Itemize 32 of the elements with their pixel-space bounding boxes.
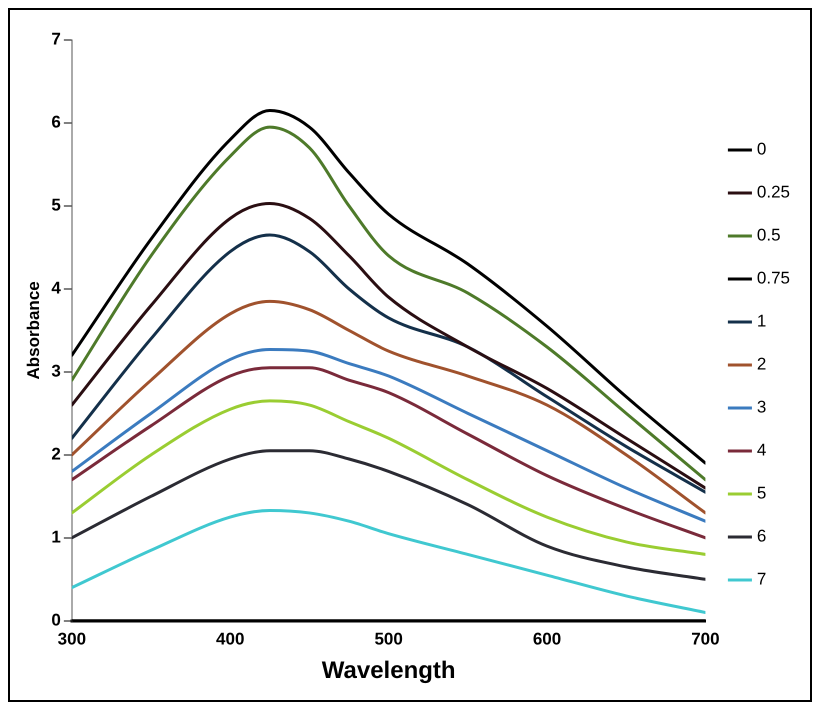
line-series (72, 348, 706, 523)
y-tick-label: 3 (51, 362, 61, 381)
y-tick-label: 0 (51, 610, 61, 630)
legend-label: 1 (756, 312, 766, 331)
x-tick-label: 400 (216, 630, 244, 649)
x-tick-label: 300 (58, 630, 86, 649)
x-tick-label: 600 (532, 630, 562, 649)
y-axis-title: Absorbance (24, 281, 43, 380)
legend-label: 5 (756, 484, 766, 503)
y-tick-label: 7 (51, 30, 61, 49)
legend-label: 0 (756, 140, 766, 159)
x-tick-label: 500 (374, 630, 403, 649)
line-series (72, 399, 706, 556)
legend-label: 2 (756, 354, 766, 374)
line-series (72, 508, 706, 614)
legend-label: 3 (756, 398, 766, 417)
y-tick-label: 5 (51, 196, 61, 215)
line-series (72, 449, 706, 581)
legend-label: 7 (756, 570, 766, 589)
y-tick-label: 6 (51, 112, 61, 132)
legend-label: 0.25 (756, 182, 790, 202)
y-tick-label: 2 (51, 444, 61, 464)
x-tick-label: 700 (691, 630, 720, 649)
line-series (72, 300, 706, 514)
legend-label: 0.5 (756, 226, 781, 245)
line-series (72, 366, 706, 540)
legend-label: 6 (756, 526, 766, 546)
legend-label: 0.75 (756, 268, 790, 288)
x-axis-title: Wavelength (322, 657, 456, 684)
y-tick-label: 4 (51, 278, 62, 298)
legend-label: 4 (756, 440, 766, 460)
y-tick-label: 1 (51, 528, 61, 547)
